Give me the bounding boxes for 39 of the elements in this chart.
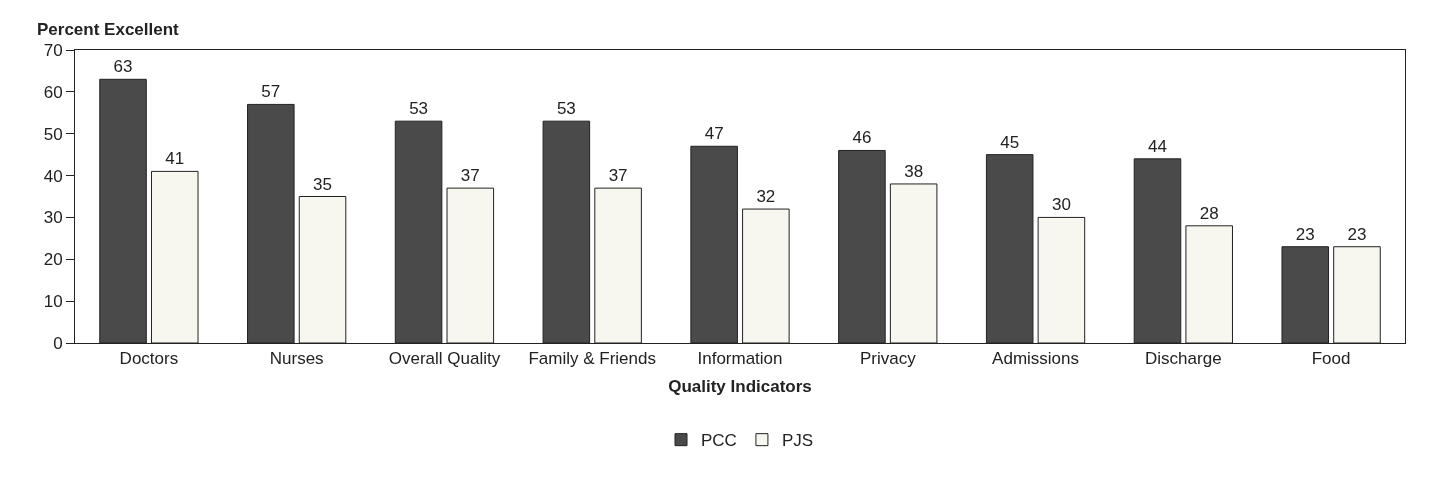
data-label: 44 [1148, 136, 1167, 156]
data-label: 37 [460, 166, 480, 186]
y-tick-label: 10 [43, 292, 63, 312]
y-axis-title: Percent Excellent [37, 20, 180, 39]
x-tick-label: Doctors [119, 349, 179, 369]
data-label: 32 [756, 187, 776, 207]
data-label: 46 [852, 128, 872, 148]
data-label: 53 [409, 99, 429, 119]
x-tick-label: Privacy [859, 349, 917, 369]
data-label: 38 [904, 161, 924, 181]
y-tick-label: 70 [43, 40, 63, 60]
x-tick-label: Family & Friends [528, 349, 656, 369]
data-label: 63 [113, 57, 133, 77]
x-tick-label: Discharge [1145, 349, 1222, 369]
y-tick-label: 40 [43, 166, 63, 186]
data-label: 28 [1199, 203, 1219, 223]
data-label: 23 [1347, 224, 1367, 244]
data-label: 57 [261, 82, 281, 102]
data-label: 41 [165, 149, 185, 169]
data-label: 35 [313, 174, 332, 194]
data-label: 37 [608, 166, 628, 186]
data-label: 23 [1295, 224, 1315, 244]
data-label: 47 [704, 124, 724, 144]
data-label: 53 [556, 99, 576, 119]
x-tick-label: Food [1311, 349, 1351, 369]
y-tick-label: 20 [43, 250, 63, 270]
legend-label: PJS [781, 431, 814, 451]
data-label: 30 [1051, 195, 1071, 215]
x-tick-label: Information [697, 349, 783, 369]
x-tick-label: Admissions [992, 349, 1080, 369]
legend-label: PCC [701, 431, 737, 451]
x-tick-label: Overall Quality [388, 349, 501, 369]
y-tick-label: 0 [53, 333, 63, 353]
y-tick-label: 50 [43, 124, 63, 144]
data-label: 45 [1000, 132, 1020, 152]
y-tick-label: 30 [43, 208, 63, 228]
y-tick-label: 60 [43, 82, 63, 102]
x-axis-title: Quality Indicators [668, 376, 812, 396]
x-tick-label: Nurses [269, 349, 324, 369]
